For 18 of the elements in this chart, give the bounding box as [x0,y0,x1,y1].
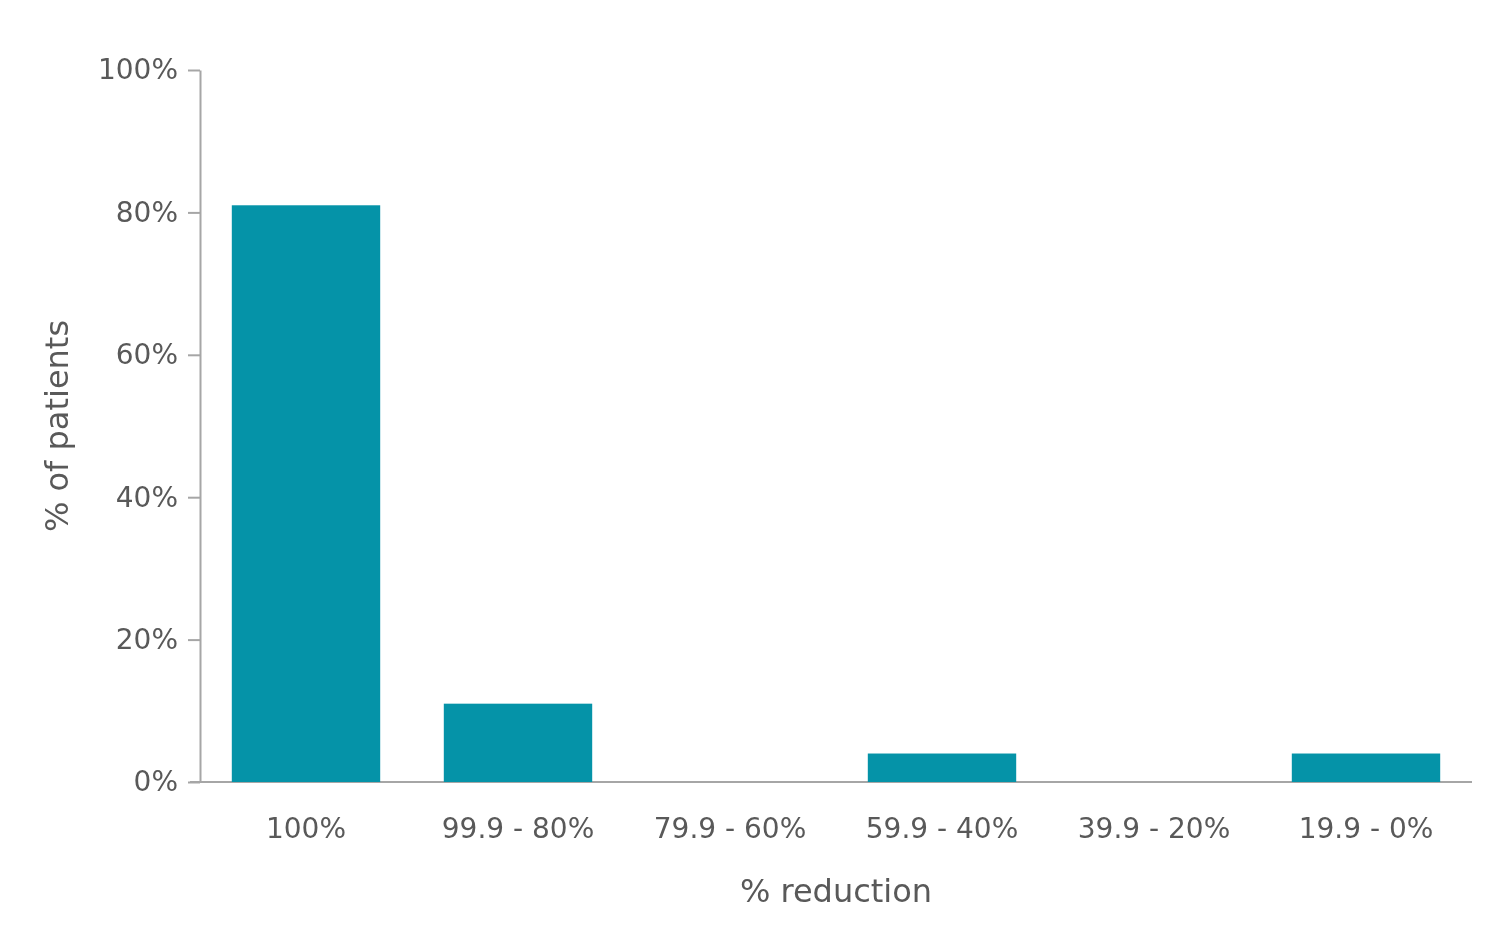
y-tick-label: 60% [115,338,178,372]
x-tick-label: 100% [265,811,347,845]
x-tick-label: 79.9 - 60% [653,811,807,845]
x-tick-label: 19.9 - 0% [1298,811,1434,845]
y-tick-label: 0% [133,765,178,799]
x-tick-label: 39.9 - 20% [1077,811,1231,845]
bar [867,753,1017,782]
bar [231,205,381,782]
y-tick-label: 40% [115,480,178,514]
x-tick-label: 59.9 - 40% [865,811,1019,845]
y-tick-label: 20% [115,623,178,657]
x-tick-label: 99.9 - 80% [441,811,595,845]
x-axis-title: % reduction [739,872,933,910]
y-tick-label: 80% [115,195,178,229]
bar [443,703,593,782]
y-axis-title: % of patients [38,319,76,533]
y-tick-label: 100% [97,53,178,87]
bar [1291,753,1441,782]
